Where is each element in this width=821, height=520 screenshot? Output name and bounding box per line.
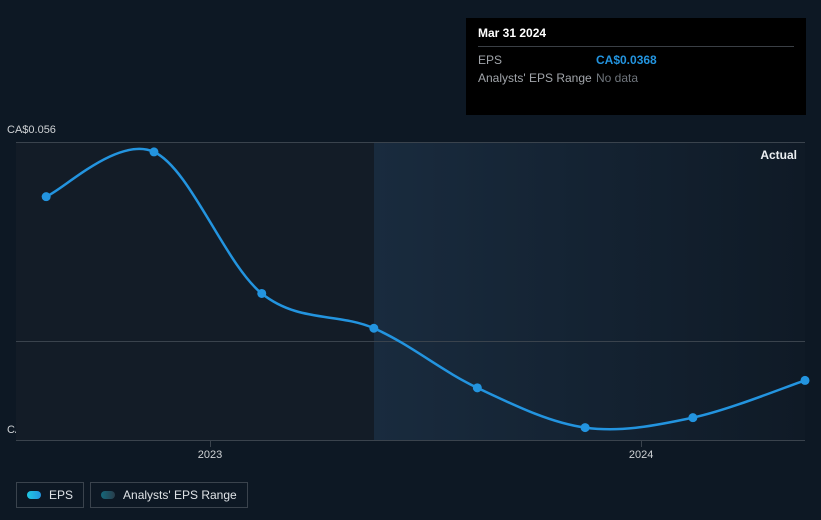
tooltip-row: Analysts' EPS Range No data <box>478 69 794 87</box>
x-tick-label: 2024 <box>629 449 653 461</box>
tooltip-value-range: No data <box>596 71 638 85</box>
eps-line-series <box>16 142 805 440</box>
x-tick-mark <box>210 441 211 447</box>
legend-label: EPS <box>49 488 73 502</box>
legend-swatch-icon <box>27 491 41 499</box>
tooltip-row: EPS CA$0.0368 <box>478 51 794 69</box>
hover-tooltip: Mar 31 2024 EPS CA$0.0368 Analysts' EPS … <box>466 18 806 115</box>
data-point[interactable] <box>581 423 590 432</box>
tooltip-date: Mar 31 2024 <box>478 26 794 47</box>
data-point[interactable] <box>801 376 810 385</box>
tooltip-label-range: Analysts' EPS Range <box>478 71 596 85</box>
data-point[interactable] <box>473 383 482 392</box>
legend-item-analysts-range[interactable]: Analysts' EPS Range <box>90 482 248 508</box>
data-point[interactable] <box>257 289 266 298</box>
x-tick-label: 2023 <box>198 449 222 461</box>
y-axis-label-top: CA$0.056 <box>7 124 56 136</box>
line-chart[interactable]: Actual <box>16 142 805 440</box>
legend: EPS Analysts' EPS Range <box>16 482 248 508</box>
x-axis: 2023 2024 <box>16 440 805 470</box>
tooltip-value-eps: CA$0.0368 <box>596 53 657 67</box>
data-point[interactable] <box>688 413 697 422</box>
x-tick-mark <box>641 441 642 447</box>
data-point[interactable] <box>42 192 51 201</box>
tooltip-label-eps: EPS <box>478 53 596 67</box>
legend-label: Analysts' EPS Range <box>123 488 237 502</box>
data-point[interactable] <box>369 324 378 333</box>
legend-item-eps[interactable]: EPS <box>16 482 84 508</box>
data-point[interactable] <box>149 147 158 156</box>
legend-swatch-icon <box>101 491 115 499</box>
